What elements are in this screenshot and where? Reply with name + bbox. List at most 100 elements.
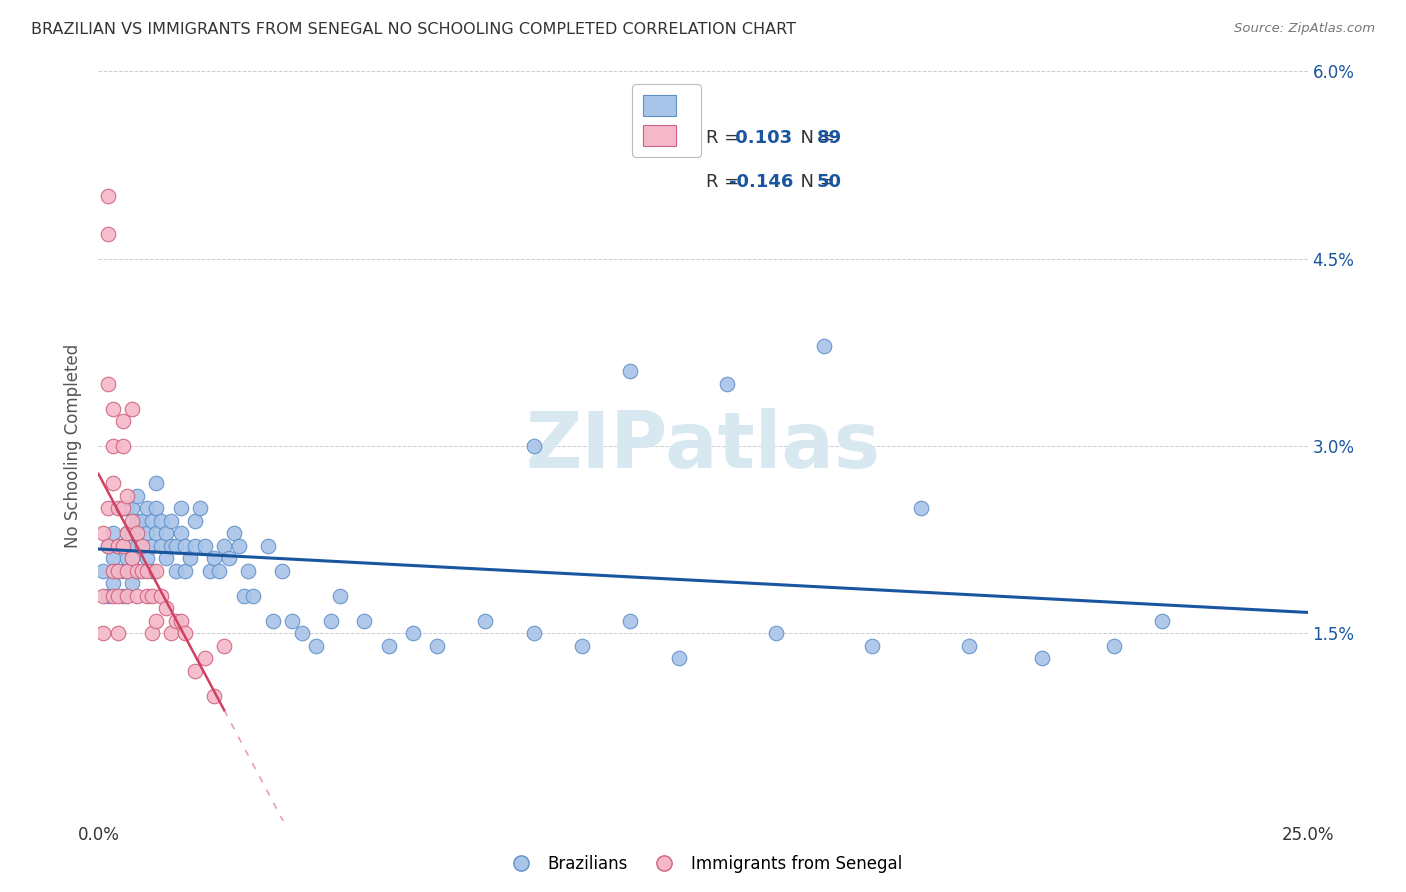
Point: [329, 589, 352, 603]
Point: [111, 589, 134, 603]
Point: [127, 564, 149, 578]
Point: [141, 514, 163, 528]
Point: [150, 589, 173, 603]
Point: [155, 526, 177, 541]
Point: [135, 551, 157, 566]
Point: [97, 589, 120, 603]
Point: [305, 639, 328, 653]
Point: [121, 551, 143, 566]
Point: [957, 639, 980, 653]
Point: [111, 539, 134, 553]
Point: [169, 526, 191, 541]
Text: 50: 50: [817, 173, 842, 191]
Point: [155, 601, 177, 615]
Point: [101, 589, 124, 603]
Text: BRAZILIAN VS IMMIGRANTS FROM SENEGAL NO SCHOOLING COMPLETED CORRELATION CHART: BRAZILIAN VS IMMIGRANTS FROM SENEGAL NO …: [31, 22, 796, 37]
Point: [256, 539, 278, 553]
Point: [117, 489, 139, 503]
Point: [160, 539, 183, 553]
Point: [107, 564, 129, 578]
Point: [194, 651, 217, 665]
Text: ZIPatlas: ZIPatlas: [526, 408, 880, 484]
Point: [135, 564, 157, 578]
Point: [101, 526, 124, 541]
Point: [91, 526, 114, 541]
Point: [212, 639, 235, 653]
Point: [150, 539, 173, 553]
Point: [127, 489, 149, 503]
Point: [131, 539, 153, 553]
Point: [107, 589, 129, 603]
Point: [107, 539, 129, 553]
Point: [1031, 651, 1053, 665]
Point: [668, 651, 690, 665]
Point: [174, 564, 197, 578]
Point: [474, 614, 496, 628]
Point: [619, 364, 641, 378]
Point: [184, 514, 207, 528]
Point: [523, 439, 546, 453]
Point: [1102, 639, 1125, 653]
Point: [281, 614, 304, 628]
Point: [145, 564, 167, 578]
Point: [165, 564, 187, 578]
Point: [91, 626, 114, 640]
Point: [127, 526, 149, 541]
Point: [117, 589, 139, 603]
Point: [111, 564, 134, 578]
Point: [184, 539, 207, 553]
Point: [228, 539, 250, 553]
Point: [155, 551, 177, 566]
Point: [716, 376, 738, 391]
Point: [141, 626, 163, 640]
Point: [1152, 614, 1174, 628]
Legend: , : ,: [633, 84, 702, 156]
Point: [145, 614, 167, 628]
Point: [208, 564, 231, 578]
Point: [426, 639, 449, 653]
Point: [141, 564, 163, 578]
Point: [141, 589, 163, 603]
Point: [127, 539, 149, 553]
Point: [127, 564, 149, 578]
Point: [184, 664, 207, 678]
Point: [135, 501, 157, 516]
Point: [212, 539, 235, 553]
Point: [117, 551, 139, 566]
Point: [107, 564, 129, 578]
Point: [179, 551, 201, 566]
Point: [127, 514, 149, 528]
Point: [523, 626, 546, 640]
Point: [111, 539, 134, 553]
Point: [111, 439, 134, 453]
Point: [127, 589, 149, 603]
Point: [101, 401, 124, 416]
Text: R =: R =: [706, 128, 745, 146]
Point: [101, 564, 124, 578]
Point: [117, 526, 139, 541]
Point: [101, 576, 124, 591]
Point: [121, 551, 143, 566]
Point: [813, 339, 835, 353]
Point: [97, 227, 120, 241]
Point: [107, 626, 129, 640]
Point: [107, 501, 129, 516]
Point: [135, 589, 157, 603]
Point: [160, 514, 183, 528]
Point: [204, 689, 226, 703]
Point: [402, 626, 425, 640]
Point: [353, 614, 375, 628]
Text: 0.103: 0.103: [728, 128, 792, 146]
Point: [97, 539, 120, 553]
Point: [101, 476, 124, 491]
Point: [111, 501, 134, 516]
Point: [97, 376, 120, 391]
Point: [107, 539, 129, 553]
Point: [131, 539, 153, 553]
Point: [145, 476, 167, 491]
Point: [121, 576, 143, 591]
Text: R =: R =: [706, 173, 745, 191]
Point: [131, 564, 153, 578]
Point: [377, 639, 399, 653]
Point: [97, 539, 120, 553]
